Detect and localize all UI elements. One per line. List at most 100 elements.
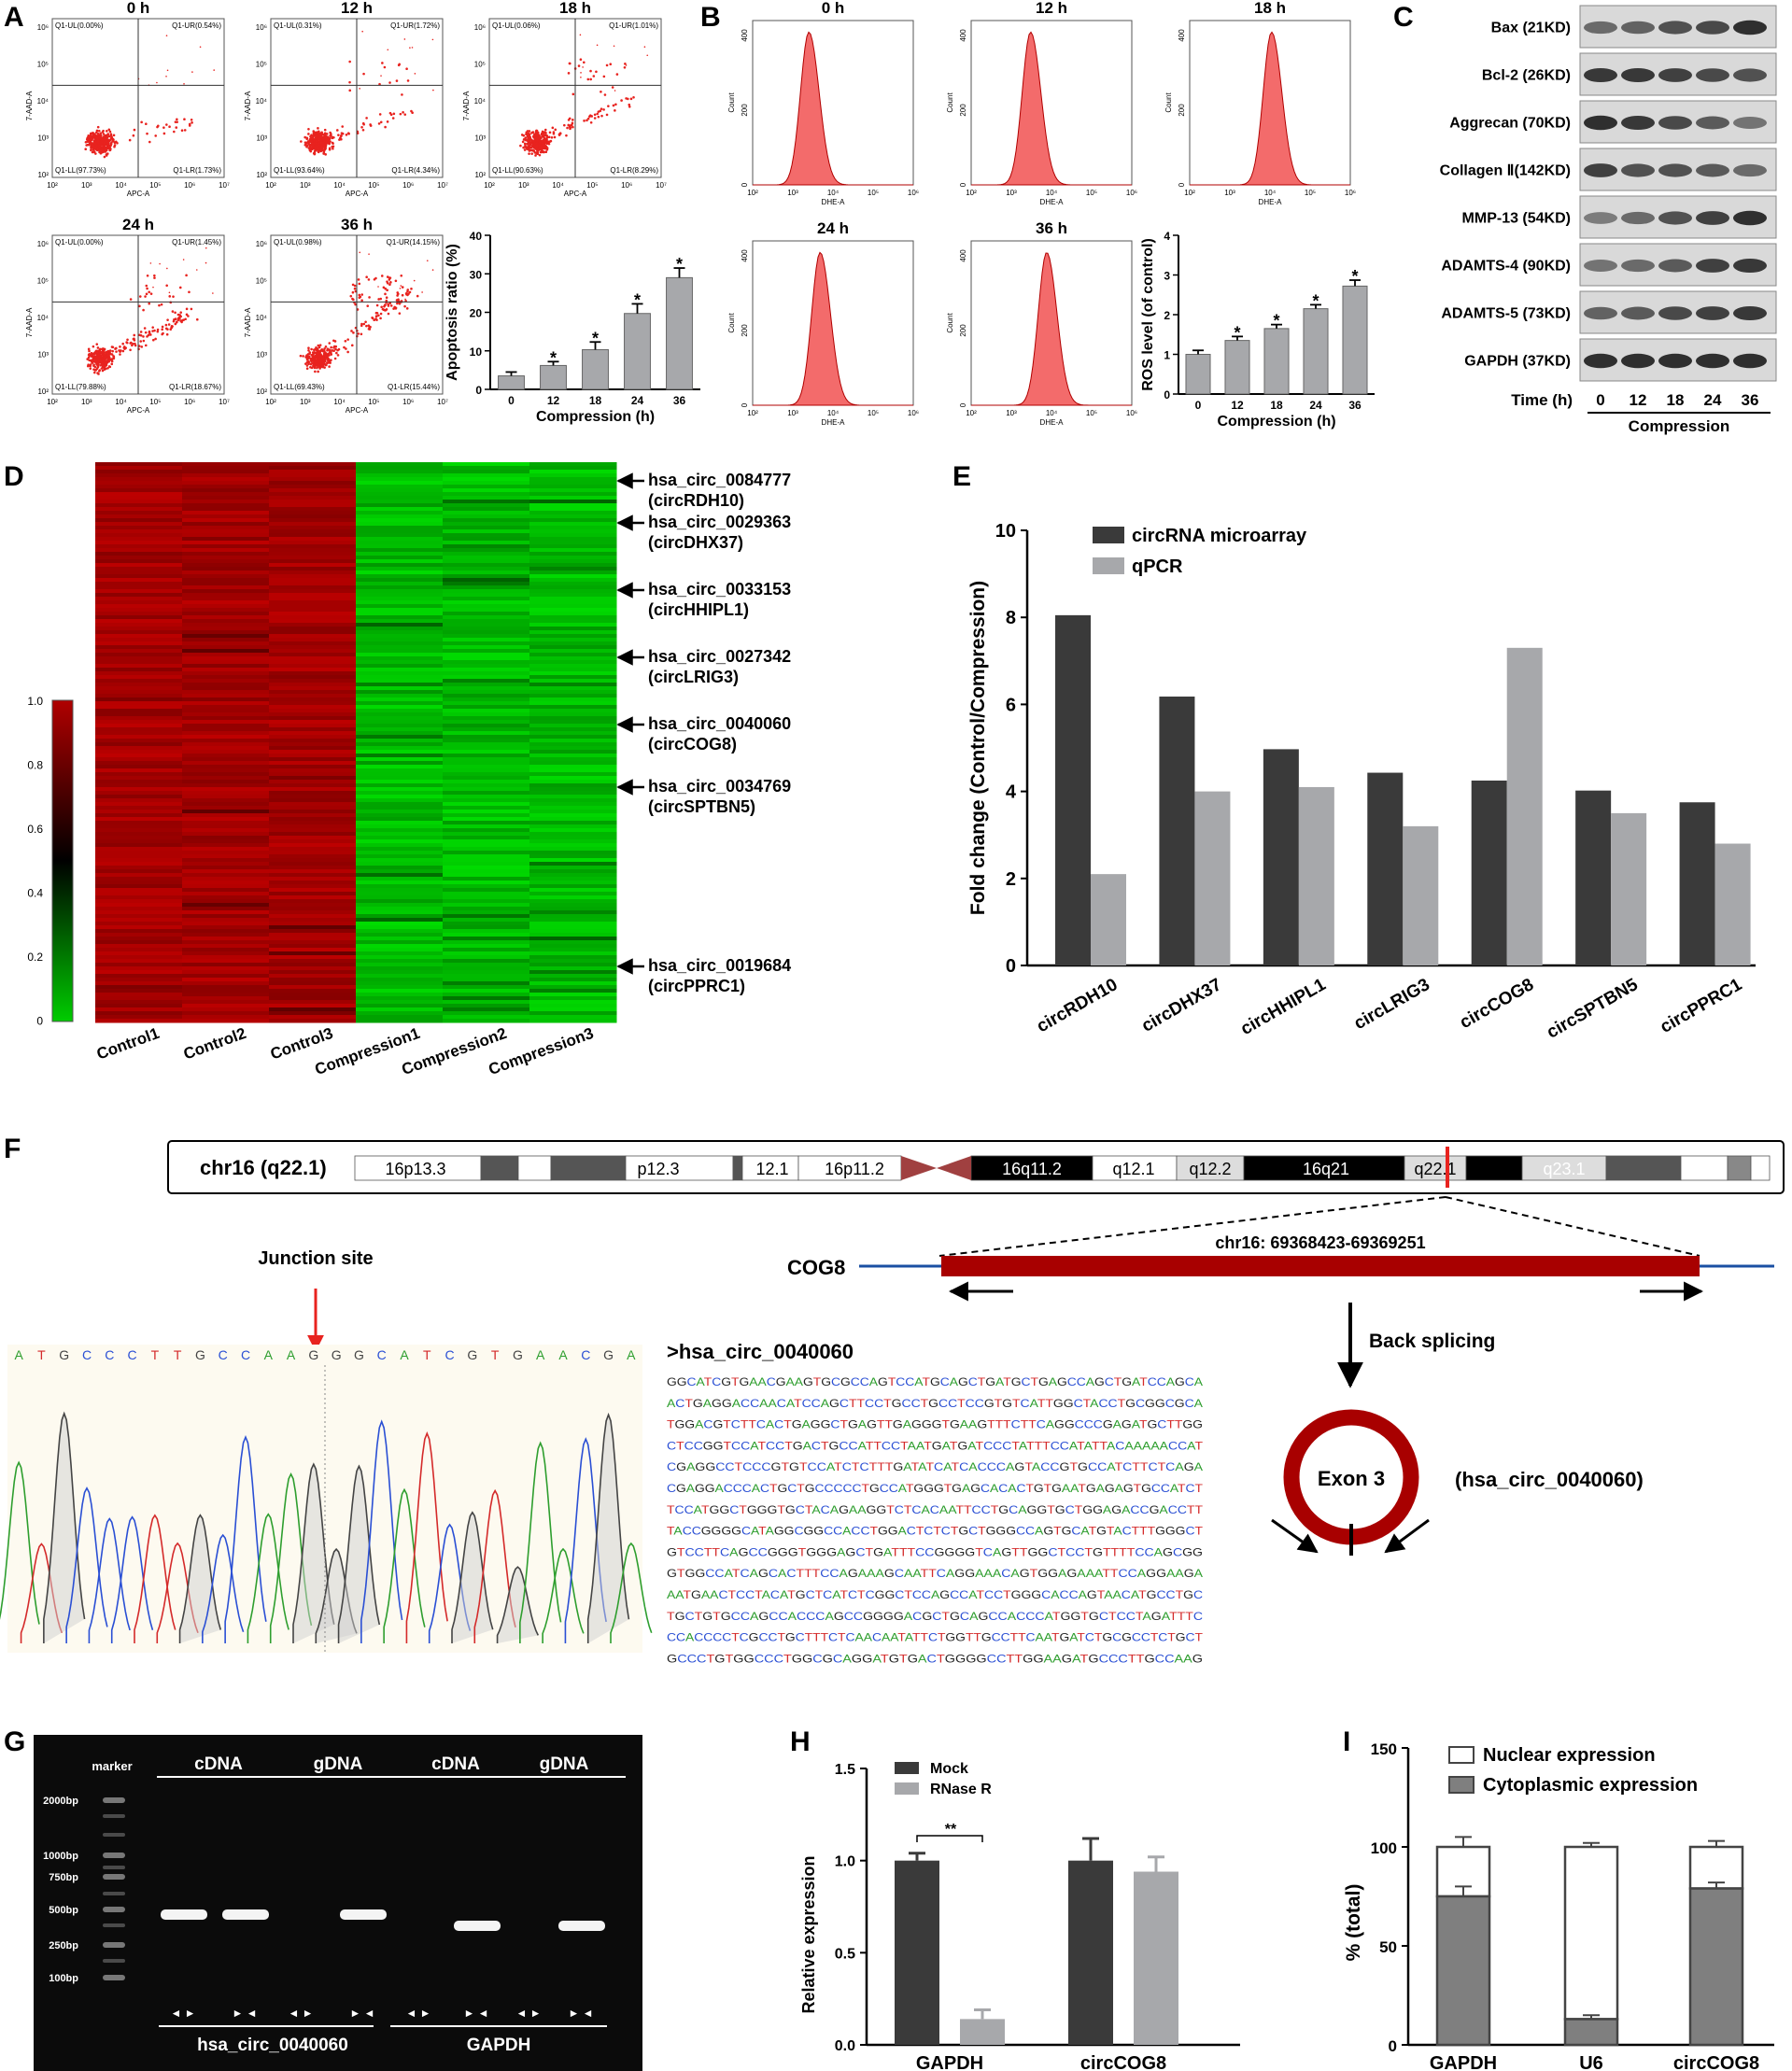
event-dot	[553, 135, 557, 139]
heatmap-cell	[356, 739, 444, 743]
heatmap-cell	[182, 589, 270, 594]
panel-letter-f: F	[4, 1134, 21, 1164]
heatmap-cell	[269, 514, 357, 519]
event-dot	[92, 145, 95, 148]
heatmap-cell	[269, 526, 357, 530]
event-dot	[528, 152, 530, 155]
event-dot	[543, 132, 545, 135]
heatmap-cell	[443, 615, 530, 620]
x-tick-label: circPPRC1	[1657, 975, 1745, 1037]
heatmap-cell	[269, 832, 357, 837]
flow-plot: 12 hQ1-UL(0.31%) Q1-UR(1.72%)Q1-LL(93.64%…	[244, 0, 448, 198]
heatmap-cell	[356, 589, 444, 594]
event-dot	[378, 113, 382, 116]
heatmap-cell	[269, 839, 357, 844]
annotation-gene: (circLRIG3)	[648, 668, 739, 686]
quadrant-ll: Q1-LL(97.73%)	[55, 166, 106, 175]
event-dot	[367, 278, 371, 281]
blot-band	[1733, 210, 1767, 226]
event-dot	[365, 117, 368, 120]
event-dot	[527, 147, 530, 150]
heatmap-cell	[529, 798, 617, 803]
plot-time-label: 12 h	[1036, 0, 1067, 17]
heatmap-cell	[182, 544, 270, 549]
event-dot	[368, 296, 371, 299]
zoom-line-right	[1445, 1196, 1700, 1257]
heatmap-cell	[182, 802, 270, 807]
heatmap-cell	[269, 862, 357, 866]
heatmap-cell	[443, 1004, 530, 1008]
heatmap-cell	[443, 701, 530, 706]
event-dot	[389, 281, 392, 284]
event-dot	[182, 259, 185, 261]
event-dot	[305, 136, 309, 140]
y-tick-label: 0	[959, 402, 967, 407]
event-dot	[340, 132, 344, 134]
x-tick-label: circCOG8	[1457, 975, 1537, 1033]
event-dot	[322, 152, 325, 155]
heatmap-cell	[269, 937, 357, 941]
heatmap-cell	[269, 843, 357, 848]
heatmap-cell	[269, 712, 357, 717]
event-dot	[310, 347, 313, 351]
heatmap-cell	[529, 929, 617, 934]
trace-base-label: G	[308, 1347, 318, 1362]
heatmap-cell	[356, 604, 444, 609]
event-dot	[307, 359, 310, 363]
heatmap-cell	[182, 735, 270, 740]
heatmap-cell	[443, 500, 530, 504]
event-dot	[568, 117, 571, 120]
event-dot	[403, 304, 406, 308]
heatmap-cell	[356, 641, 444, 646]
y-tick-label: 400	[959, 249, 967, 262]
heatmap-cell	[529, 627, 617, 631]
heatmap-cell	[529, 981, 617, 986]
chromosome-band-label: q23.1	[1543, 1160, 1585, 1178]
event-dot	[91, 137, 94, 140]
heatmap-cell	[269, 634, 357, 639]
heatmap-cell	[529, 492, 617, 497]
event-dot	[151, 330, 154, 332]
heatmap-cell	[269, 866, 357, 870]
trace-base-label: A	[627, 1347, 636, 1362]
x-tick-label: circCOG8	[1673, 2053, 1759, 2071]
event-dot	[185, 274, 188, 277]
heatmap-cell	[95, 656, 183, 661]
event-dot	[360, 332, 363, 336]
event-dot	[401, 286, 404, 289]
heatmap-cell	[182, 1019, 270, 1023]
heatmap-cell	[529, 746, 617, 751]
heatmap-cell	[182, 783, 270, 788]
legend-swatch	[1093, 527, 1124, 543]
heatmap-cell	[182, 630, 270, 635]
quadrant-ur: Q1-UR(0.54%)	[172, 21, 221, 30]
heatmap-cell	[182, 821, 270, 825]
heatmap-cell	[356, 828, 444, 833]
event-dot	[384, 292, 387, 296]
heatmap-cell	[443, 858, 530, 863]
heatmap-cell	[443, 511, 530, 515]
heatmap-cell	[95, 981, 183, 986]
heatmap-cell	[529, 556, 617, 560]
heatmap-cell	[529, 1011, 617, 1016]
event-dot	[528, 149, 531, 152]
event-dot	[179, 311, 183, 314]
heatmap-cell	[95, 690, 183, 695]
blot-band	[1696, 259, 1729, 273]
event-dot	[308, 148, 312, 151]
y-tick-label: 1	[1164, 349, 1170, 362]
heatmap-cell	[182, 996, 270, 1001]
heatmap-cell	[269, 970, 357, 975]
event-dot	[558, 132, 562, 134]
x-decade-label: 10²	[966, 189, 977, 197]
heatmap-cell	[529, 675, 617, 680]
event-dot	[569, 62, 571, 65]
primer-direction: ► ◄	[463, 2007, 488, 2020]
event-dot	[96, 362, 100, 366]
sequence-line: TGGACGTCTTCACTGAGGCTGAGTTGAGGGTGAAGTTTCT…	[667, 1418, 1203, 1431]
event-dot	[365, 275, 368, 278]
heatmap-cell	[529, 612, 617, 616]
event-dot	[547, 142, 551, 146]
event-dot	[595, 70, 598, 74]
